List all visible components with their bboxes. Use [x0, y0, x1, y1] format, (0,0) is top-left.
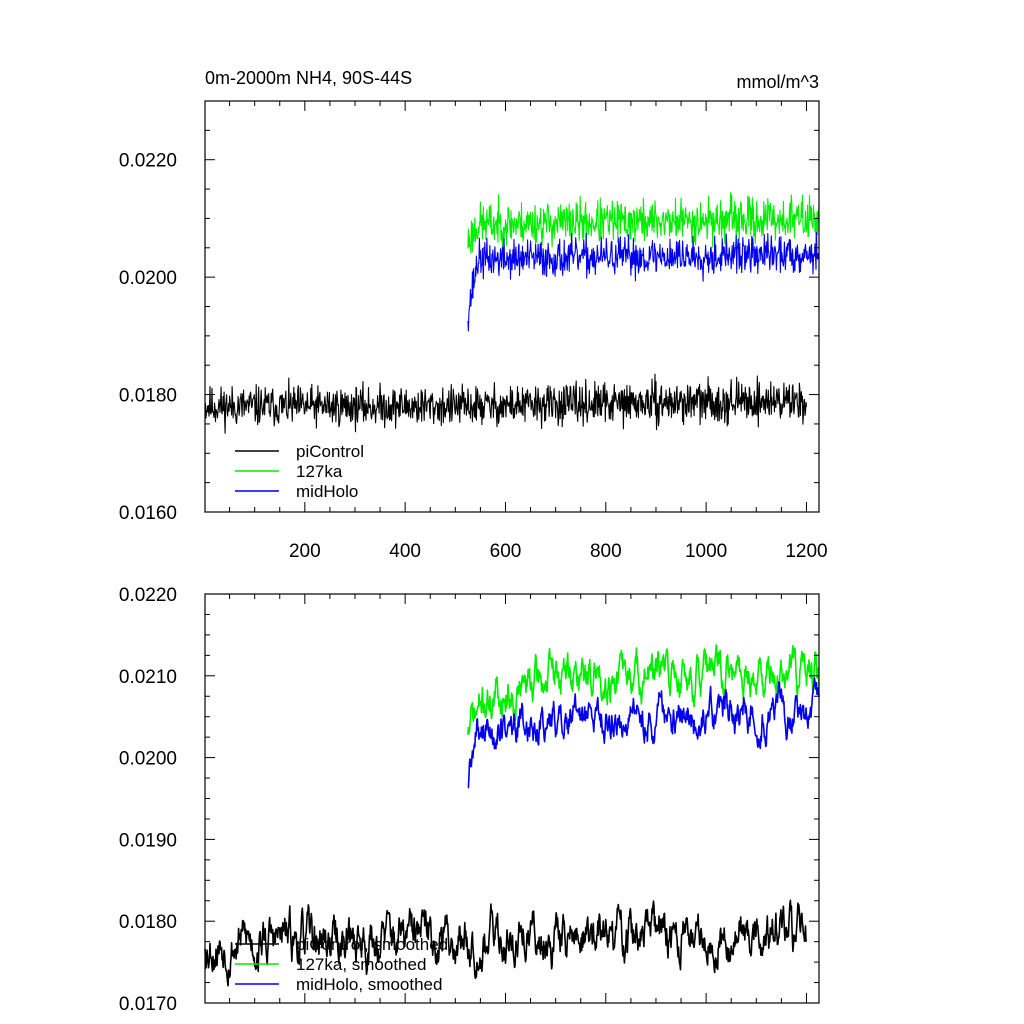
legend-label: 127ka [296, 462, 343, 481]
x-tick-label: 400 [389, 541, 421, 562]
y-tick-label: 0.0210 [119, 667, 177, 688]
y-tick-label: 0.0220 [119, 151, 177, 172]
bottom-panel: 0.0170 0.0180 0.0190 0.0200 0.0210 0.0220 piCo… [119, 585, 820, 1015]
y-tick-label: 0.0190 [119, 830, 177, 851]
y-tick-label: 0.0200 [119, 268, 177, 289]
x-tick-label: 600 [490, 541, 522, 562]
y-tick-label: 0.0220 [119, 585, 177, 606]
legend-label: 127ka, smoothed [296, 955, 426, 974]
x-tick-label: 1200 [785, 541, 827, 562]
y-tick-label: 0.0180 [119, 912, 177, 933]
top-panel: 200 400 600 800 1000 1200 0.0160 0.0180 0.0200 0.… [119, 100, 828, 562]
x-tick-label: 800 [590, 541, 622, 562]
legend-label: midHolo, smoothed [296, 975, 442, 994]
y-tick-label: 0.0170 [119, 994, 177, 1015]
legend-label: midHolo [296, 482, 358, 501]
series-line-0-2 [467, 231, 820, 332]
series-line-1-1 [467, 644, 820, 736]
x-tick-label: 1000 [685, 541, 727, 562]
series-line-0-1 [467, 191, 820, 254]
chart-title-left: 0m-2000m NH4, 90S-44S [205, 68, 412, 88]
y-tick-label: 0.0200 [119, 749, 177, 770]
series-line-1-2 [467, 677, 820, 789]
series-line-0-0 [204, 373, 808, 434]
x-tick-label: 200 [289, 541, 321, 562]
chart-units-label: mmol/m^3 [737, 72, 819, 92]
legend-label: piControl, smoothed [296, 935, 448, 954]
y-tick-label: 0.0180 [119, 386, 177, 407]
legend-label: piControl [296, 442, 364, 461]
series-line-1-0 [204, 899, 808, 987]
y-tick-label: 0.0160 [119, 503, 177, 524]
